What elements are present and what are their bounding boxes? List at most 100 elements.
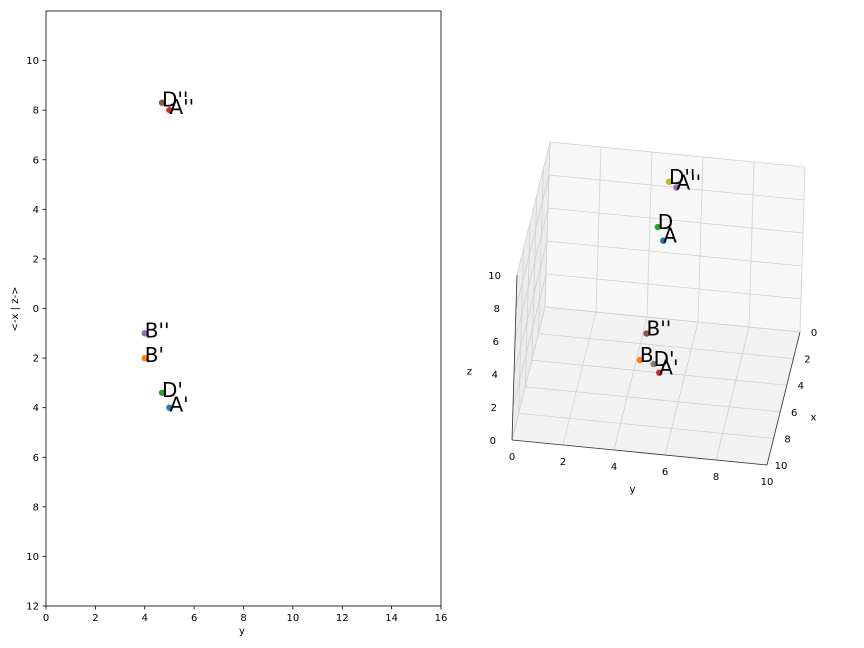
- z-tick-label: 2: [491, 403, 497, 414]
- grid-line: [544, 306, 801, 333]
- grid-line: [646, 151, 653, 318]
- z-tick-label: 8: [494, 304, 500, 315]
- y-tick-label: 2: [33, 254, 39, 265]
- grid-line: [549, 141, 806, 168]
- y-tick-label: 4: [33, 403, 39, 414]
- grid-line: [538, 333, 794, 359]
- y-tick-label: 4: [611, 462, 617, 473]
- axis-line: [766, 331, 801, 466]
- y-tick-label: 4: [33, 205, 39, 216]
- z-tick-label: 4: [492, 370, 498, 381]
- grid-line: [715, 326, 750, 461]
- y-tick-label: 10: [761, 477, 774, 488]
- axis-line: [511, 439, 768, 466]
- point-label: A': [659, 356, 678, 380]
- x-tick-label: 14: [385, 613, 398, 624]
- z-tick-label: 0: [490, 436, 496, 447]
- z-tick-label: 10: [488, 271, 501, 282]
- y-tick-label: 8: [33, 502, 39, 513]
- y-tick-label: 8: [713, 472, 719, 483]
- point: [141, 330, 148, 337]
- grid-line: [697, 156, 704, 323]
- point-label: D'': [669, 165, 695, 189]
- x-tick-label: 12: [336, 613, 349, 624]
- grid-line: [518, 248, 524, 414]
- point: [660, 237, 667, 244]
- point: [654, 223, 661, 231]
- grid-line: [748, 161, 755, 328]
- point-label: B: [640, 343, 654, 367]
- y-tick-label: 2: [33, 354, 39, 365]
- x-tick-label: 4: [142, 613, 148, 624]
- point: [158, 99, 166, 106]
- point-label: A': [169, 393, 188, 417]
- x-tick-label: 2: [804, 355, 810, 366]
- grid-line: [545, 273, 802, 300]
- y-tick-label: 12: [26, 602, 39, 613]
- point: [636, 356, 644, 364]
- grid-line: [664, 321, 699, 456]
- y-tick-label: 6: [33, 155, 39, 166]
- point-label: A'': [677, 171, 702, 195]
- y-tick-label: 6: [33, 453, 39, 464]
- point-label: D': [654, 347, 675, 371]
- point-label: B': [145, 343, 164, 367]
- grid-line: [513, 240, 548, 375]
- grid-line: [538, 168, 544, 334]
- grid-line: [531, 195, 538, 361]
- x-tick-label: 4: [798, 381, 804, 392]
- x-tick-label: 16: [435, 613, 448, 624]
- point-label: D': [162, 378, 183, 402]
- x-tick-label: 6: [791, 408, 797, 419]
- y-tick-label: 10: [26, 56, 39, 67]
- z-tick-label: 6: [493, 337, 499, 348]
- x-tick-label: 6: [191, 613, 197, 624]
- x-tick-label: 0: [811, 328, 817, 339]
- y-tick-label: 10: [26, 552, 39, 563]
- y-axis-label: y: [630, 485, 636, 496]
- grid-line: [511, 306, 546, 441]
- point-label: B'': [647, 317, 672, 341]
- point-label: A'': [169, 95, 194, 119]
- point-label: A: [663, 224, 677, 248]
- pane-back: [545, 142, 805, 332]
- pane-floor: [512, 307, 800, 465]
- y-tick-label: 2: [560, 457, 566, 468]
- grid-line: [512, 273, 547, 408]
- grid-line: [613, 316, 648, 451]
- point: [656, 369, 663, 376]
- grid-line: [799, 166, 806, 333]
- grid-line: [524, 221, 531, 387]
- point: [166, 404, 173, 411]
- x-tick-label: 0: [43, 613, 49, 624]
- x-tick-label: 8: [784, 434, 790, 445]
- grid-line: [518, 413, 774, 439]
- point-label: D'': [162, 88, 188, 112]
- grid-line: [546, 240, 803, 267]
- x-tick-label: 2: [92, 613, 98, 624]
- z-axis-label: z: [467, 367, 472, 378]
- point: [643, 330, 650, 337]
- grid-line: [562, 311, 597, 446]
- point: [141, 354, 148, 362]
- point-label: D: [658, 210, 673, 234]
- point: [673, 184, 680, 191]
- y-tick-label: 8: [33, 106, 39, 117]
- point: [650, 360, 657, 368]
- point: [665, 178, 673, 185]
- x-axis-label: x: [811, 413, 817, 424]
- grid-line: [544, 141, 551, 308]
- grid-line: [547, 207, 804, 234]
- grid-line: [516, 141, 551, 276]
- x-tick-label: 10: [287, 613, 300, 624]
- x-tick-label: 10: [775, 461, 788, 472]
- point: [158, 389, 166, 396]
- grid-line: [595, 146, 602, 313]
- y-axis-label: <-x | z->: [10, 287, 21, 332]
- axis-line: [511, 274, 518, 441]
- y-tick-label: 0: [33, 304, 39, 315]
- point: [166, 106, 173, 114]
- y-tick-label: 0: [509, 452, 515, 463]
- grid-line: [525, 386, 781, 413]
